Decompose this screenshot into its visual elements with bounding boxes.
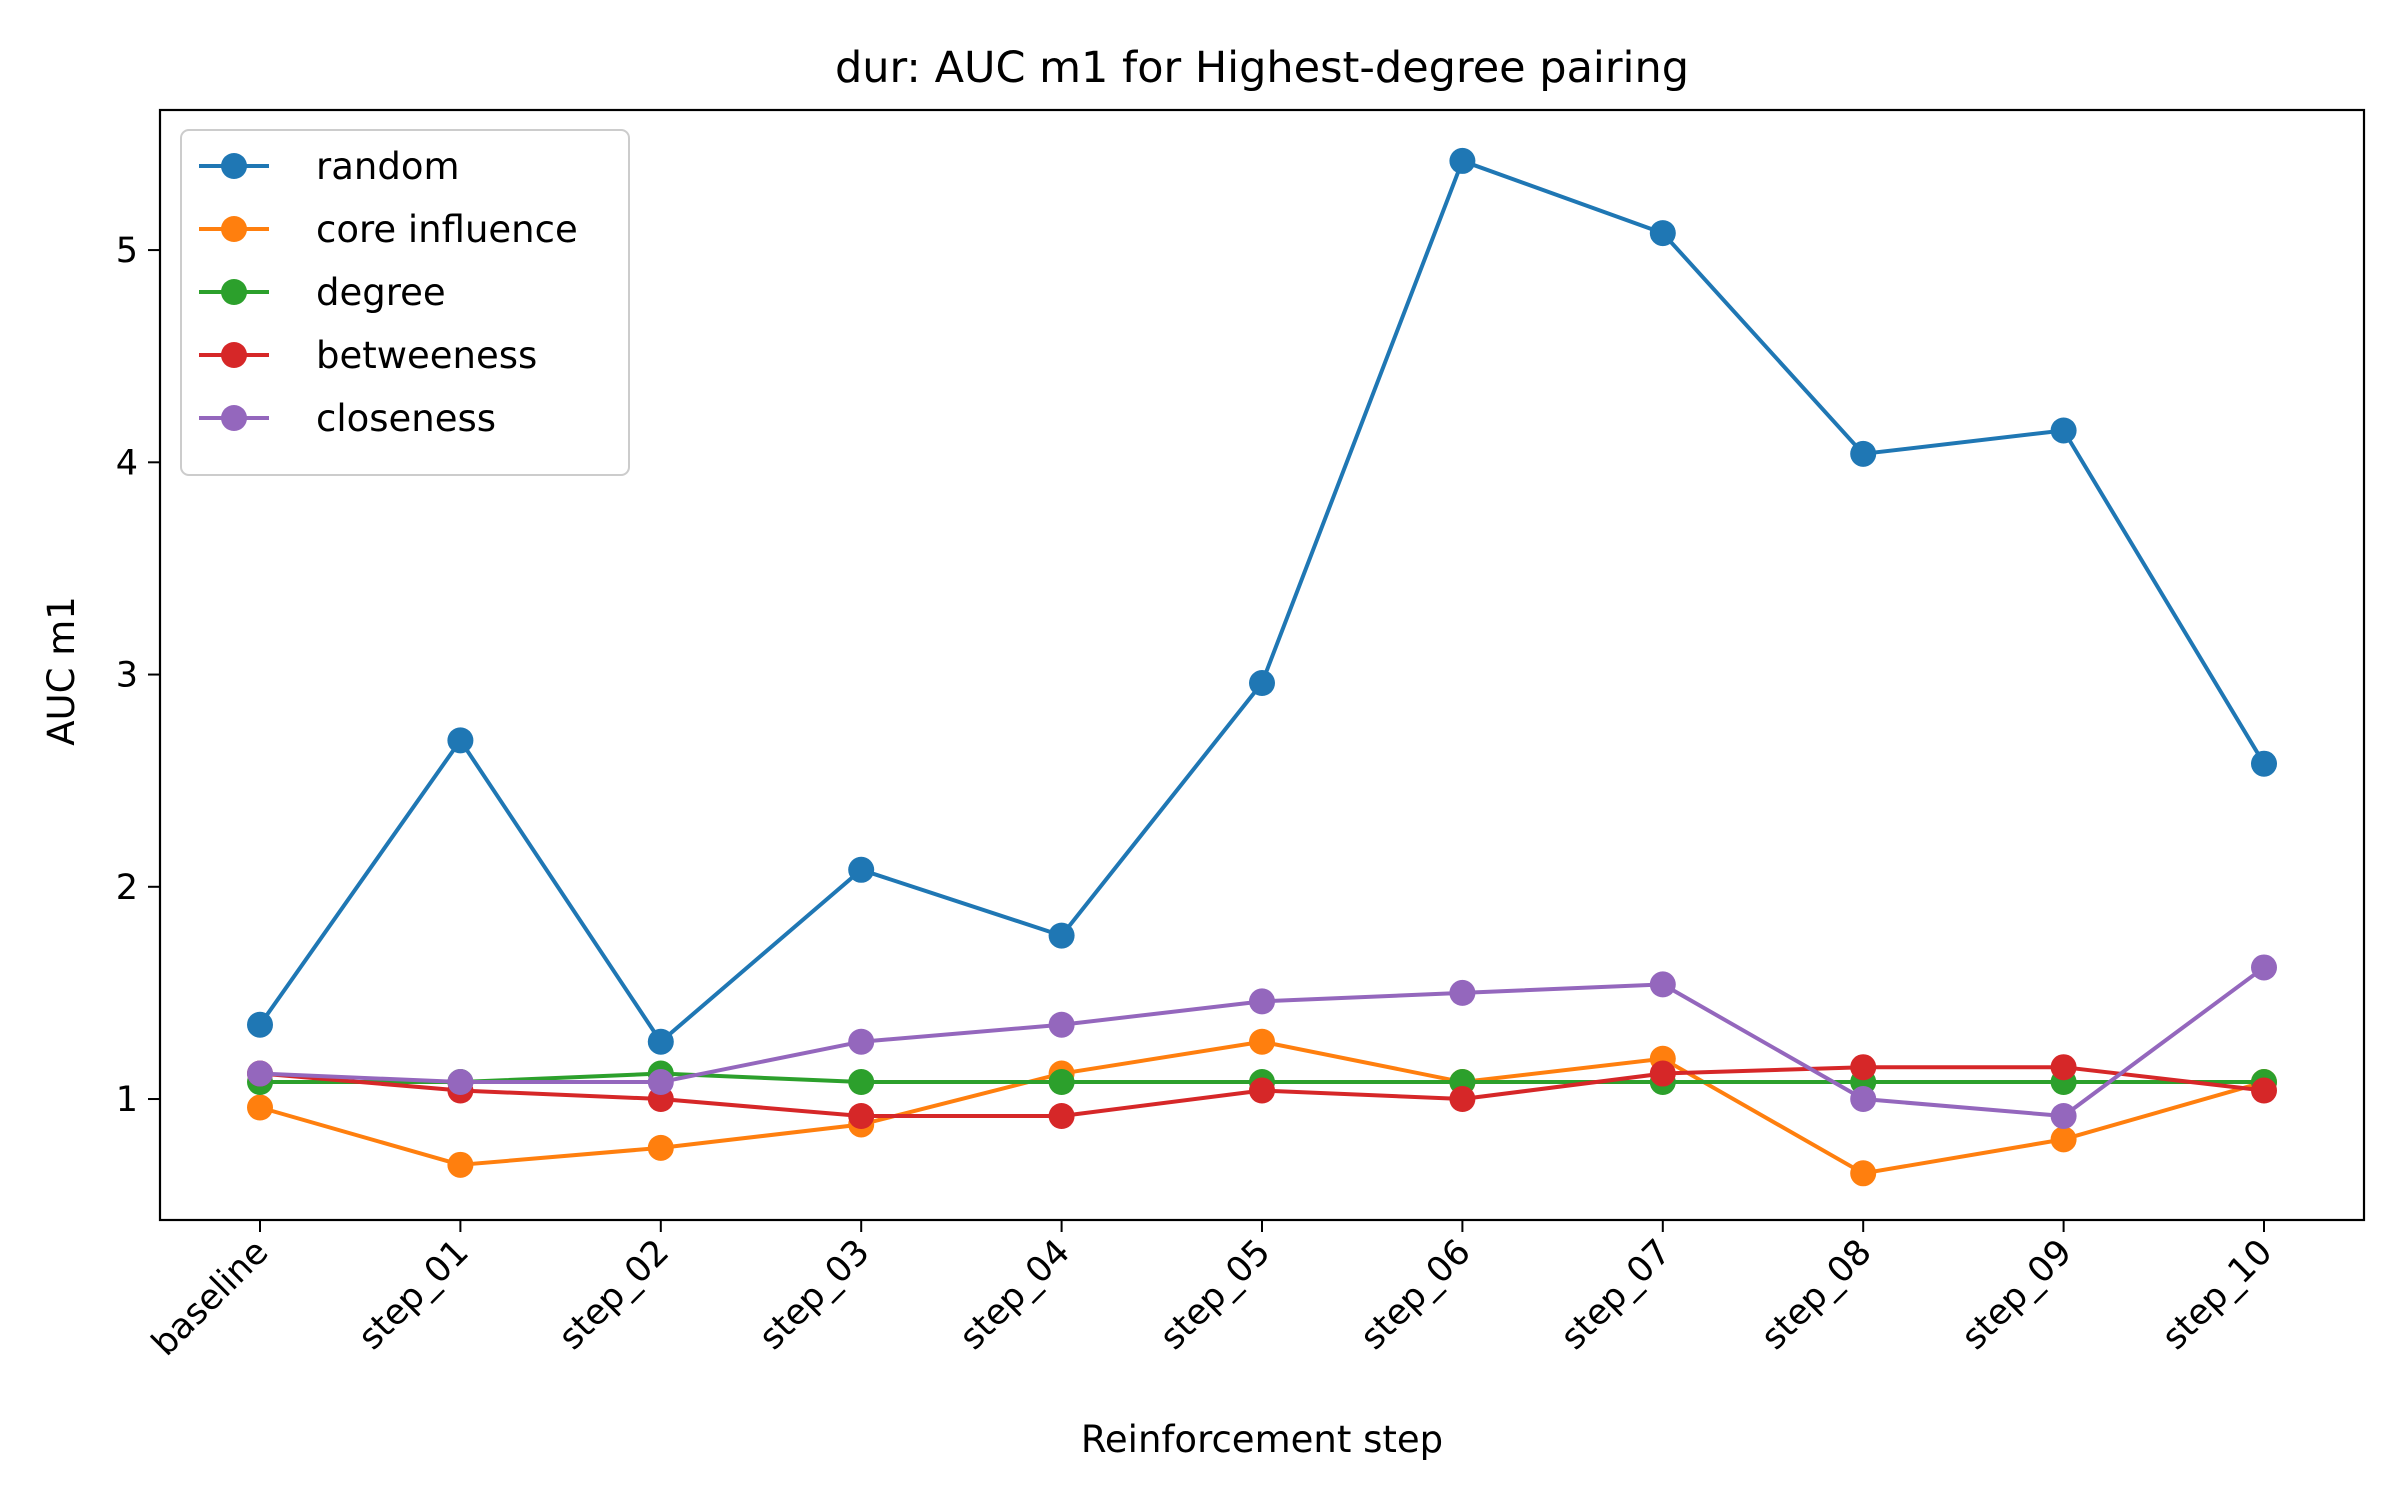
data-point-closeness-step_08	[1850, 1086, 1877, 1113]
data-point-degree-step_04	[1048, 1069, 1075, 1096]
legend: random core influence degree betweeness clos…	[180, 129, 630, 476]
legend-label-random: random	[316, 145, 460, 188]
data-point-closeness-step_10	[2251, 954, 2277, 981]
legend-label-degree: degree	[316, 271, 446, 314]
x-tick-label-step_04: step_04	[952, 1232, 1078, 1358]
data-point-core-influence-step_01	[447, 1151, 474, 1178]
y-tick-label-5: 5	[116, 231, 138, 271]
data-point-betweeness-step_07	[1649, 1060, 1676, 1087]
data-point-closeness-baseline	[247, 1060, 273, 1087]
chart-title: dur: AUC m1 for Highest-degree pairing	[835, 43, 1689, 93]
y-tick-label-1: 1	[116, 1080, 138, 1120]
data-point-betweeness-step_10	[2251, 1077, 2277, 1104]
x-axis-label: Reinforcement step	[1081, 1418, 1443, 1461]
legend-marker-degree	[221, 279, 247, 305]
data-point-random-baseline	[247, 1011, 273, 1038]
data-point-random-step_09	[2050, 417, 2077, 444]
data-point-closeness-step_07	[1649, 971, 1676, 998]
x-tick-label-step_09: step_09	[1954, 1232, 2080, 1358]
x-tick-label-step_07: step_07	[1553, 1232, 1679, 1358]
data-point-betweeness-step_08	[1850, 1054, 1877, 1081]
data-point-betweeness-step_03	[848, 1103, 875, 1130]
x-tick-label-step_05: step_05	[1153, 1232, 1279, 1358]
data-point-closeness-step_01	[447, 1069, 474, 1096]
series-betweeness	[247, 1054, 2277, 1130]
x-tick-label-step_02: step_02	[551, 1232, 677, 1358]
x-tick-label-step_08: step_08	[1754, 1232, 1880, 1358]
legend-box	[180, 129, 630, 476]
series-closeness	[247, 954, 2277, 1130]
data-point-core-influence-step_09	[2050, 1126, 2077, 1153]
x-tick-label-baseline: baseline	[144, 1232, 276, 1364]
data-point-core-influence-baseline	[247, 1094, 273, 1121]
data-point-random-step_02	[647, 1028, 674, 1055]
legend-marker-closeness	[221, 405, 247, 431]
data-point-random-step_07	[1649, 220, 1676, 247]
y-axis: 1 2 3 4 5	[116, 231, 160, 1120]
data-point-closeness-step_04	[1048, 1011, 1075, 1038]
data-point-closeness-step_06	[1449, 979, 1476, 1006]
data-point-random-step_01	[447, 727, 474, 754]
data-point-random-step_06	[1449, 147, 1476, 174]
data-point-core-influence-step_02	[647, 1134, 674, 1161]
data-point-closeness-step_09	[2050, 1103, 2077, 1130]
x-tick-label-step_10: step_10	[2155, 1232, 2281, 1358]
data-point-betweeness-step_06	[1449, 1086, 1476, 1113]
legend-label-betweeness: betweeness	[316, 334, 537, 377]
legend-marker-betweeness	[221, 342, 247, 368]
data-point-closeness-step_03	[848, 1028, 875, 1055]
x-tick-label-step_06: step_06	[1353, 1232, 1479, 1358]
plot-frame	[158, 108, 2366, 1222]
y-tick-label-4: 4	[116, 443, 138, 483]
data-point-closeness-step_05	[1249, 988, 1275, 1015]
data-point-random-step_10	[2251, 750, 2277, 777]
x-tick-label-step_03: step_03	[752, 1232, 878, 1358]
data-point-betweeness-step_04	[1048, 1103, 1075, 1130]
data-point-degree-step_03	[848, 1069, 875, 1096]
legend-label-closeness: closeness	[316, 397, 496, 440]
data-point-random-step_05	[1249, 670, 1275, 697]
legend-marker-random	[221, 153, 247, 179]
legend-label-core-influence: core influence	[316, 208, 578, 251]
data-point-random-step_03	[848, 856, 875, 883]
x-axis: baseline step_01 step_02 step_03 step_04 step…	[144, 1220, 2280, 1364]
data-point-closeness-step_02	[647, 1069, 674, 1096]
y-axis-label: AUC m1	[40, 596, 83, 746]
data-point-core-influence-step_05	[1249, 1028, 1275, 1055]
series-random	[247, 147, 2277, 1055]
data-point-core-influence-step_08	[1850, 1160, 1877, 1187]
data-point-random-step_08	[1850, 440, 1877, 467]
y-tick-label-3: 3	[116, 656, 138, 696]
data-point-betweeness-step_09	[2050, 1054, 2077, 1081]
data-point-random-step_04	[1048, 922, 1075, 949]
data-point-betweeness-step_05	[1249, 1077, 1275, 1104]
y-tick-label-2: 2	[116, 868, 138, 908]
legend-marker-core-influence	[221, 216, 247, 242]
series-layer	[247, 147, 2277, 1187]
x-tick-label-step_01: step_01	[351, 1232, 477, 1358]
